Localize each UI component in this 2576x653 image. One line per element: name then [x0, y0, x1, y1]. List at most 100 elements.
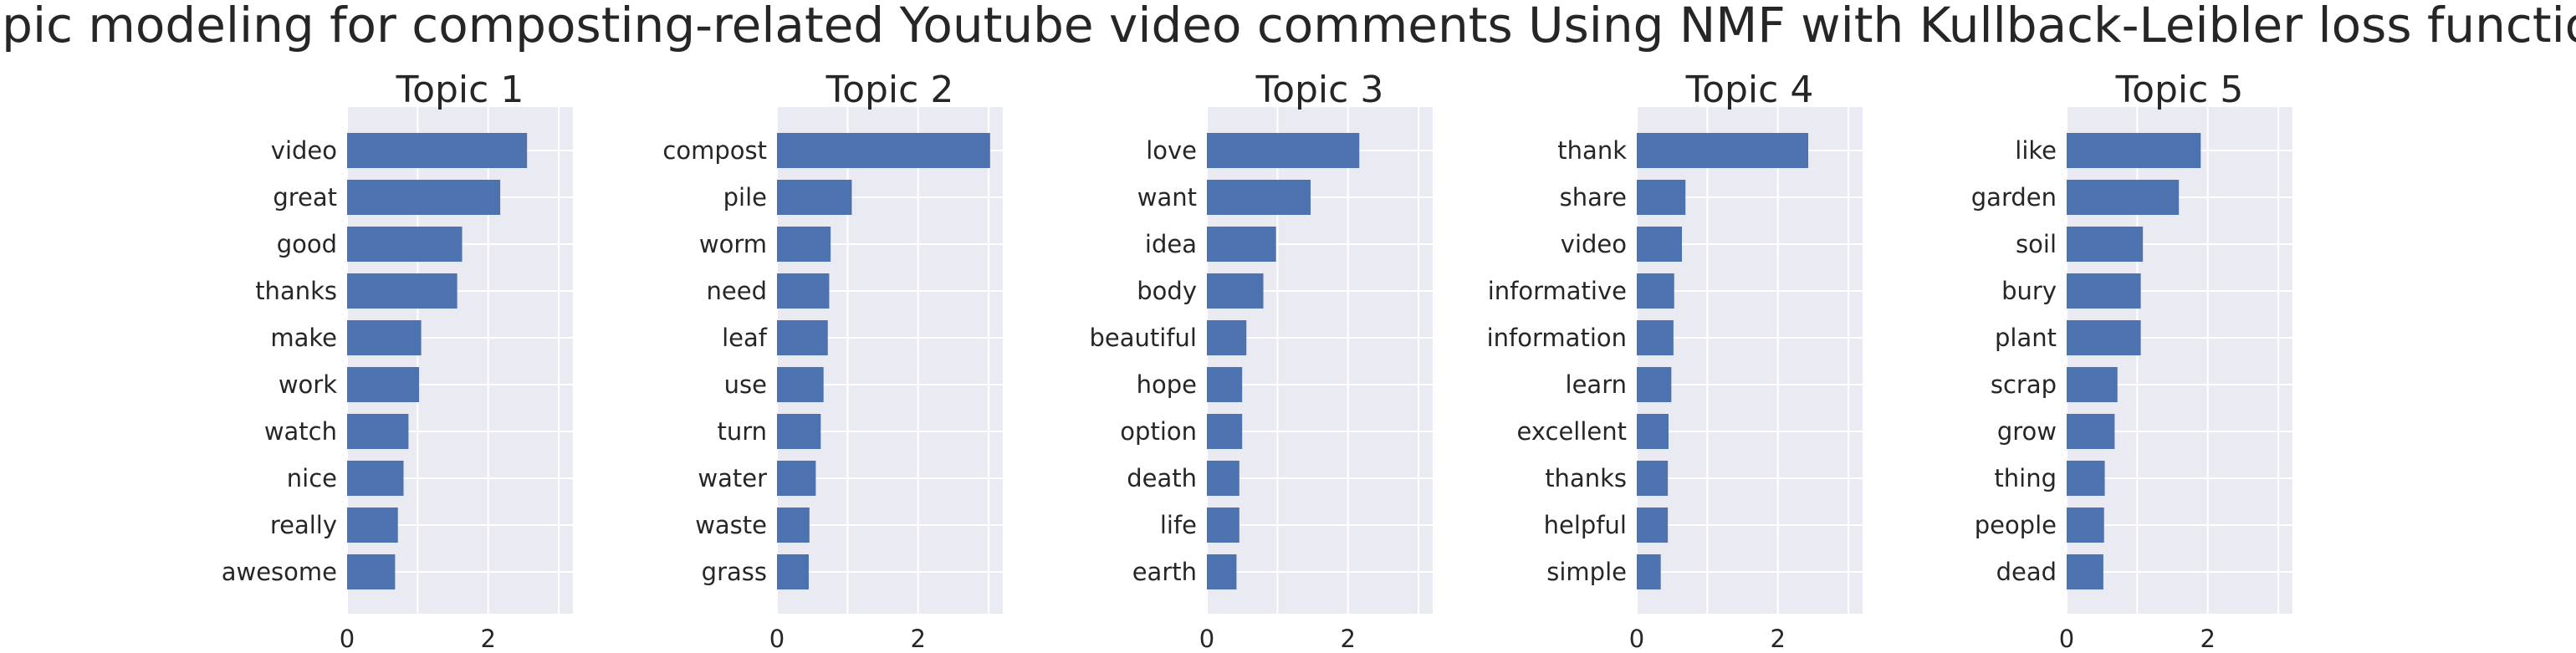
category-tick-label: water — [698, 464, 767, 492]
x-tick-label: 2 — [1771, 625, 1786, 653]
bar — [777, 554, 809, 589]
bar — [1207, 133, 1360, 168]
bar — [1207, 461, 1239, 496]
category-tick-label: thanks — [255, 277, 337, 305]
category-tick-label: awesome — [222, 558, 337, 586]
category-tick-label: nice — [287, 464, 337, 492]
bar — [1207, 508, 1239, 543]
bar — [777, 227, 831, 262]
bar — [1207, 367, 1243, 402]
bar — [777, 461, 816, 496]
bar — [1207, 180, 1311, 215]
bar — [2067, 414, 2115, 449]
bar — [1207, 414, 1243, 449]
category-tick-label: people — [1975, 511, 2057, 539]
bar — [347, 414, 409, 449]
bar — [347, 180, 501, 215]
category-tick-label: life — [1160, 511, 1197, 539]
category-tick-label: share — [1560, 183, 1627, 212]
bar — [1637, 508, 1669, 543]
category-tick-label: learn — [1566, 370, 1627, 399]
category-tick-label: thing — [1994, 464, 2057, 492]
bar — [777, 133, 990, 168]
category-tick-label: really — [270, 511, 337, 539]
category-tick-label: video — [1561, 230, 1627, 258]
topic-panel: thank share video informative information lea… — [1487, 69, 1863, 653]
category-tick-label: body — [1137, 277, 1197, 305]
category-tick-label: plant — [1995, 324, 2057, 352]
panel-title: Topic 5 — [2115, 69, 2244, 111]
category-tick-label: simple — [1546, 558, 1627, 586]
bar — [2067, 461, 2105, 496]
bar — [1637, 461, 1669, 496]
category-tick-label: make — [270, 324, 337, 352]
bar — [1637, 273, 1674, 309]
bar — [1207, 320, 1247, 355]
x-tick-label: 2 — [911, 625, 926, 653]
category-tick-label: watch — [264, 417, 337, 446]
x-tick-label: 0 — [1199, 625, 1214, 653]
bar — [1637, 554, 1661, 589]
bar — [2067, 554, 2103, 589]
category-tick-label: video — [271, 136, 337, 165]
category-tick-label: pile — [723, 183, 767, 212]
category-tick-label: want — [1137, 183, 1197, 212]
category-tick-label: worm — [699, 230, 767, 258]
bar — [777, 414, 821, 449]
bar — [1637, 320, 1674, 355]
category-tick-label: scrap — [1991, 370, 2057, 399]
bar — [347, 367, 420, 402]
bar — [347, 461, 404, 496]
category-tick-label: love — [1146, 136, 1197, 165]
category-tick-label: great — [273, 183, 337, 212]
topic-panel: compost pile worm need leaf use turn water waste… — [662, 69, 1003, 653]
topic-panel: love want idea body beautiful hope option death… — [1090, 69, 1433, 653]
bar — [2067, 180, 2180, 215]
category-tick-label: earth — [1132, 558, 1197, 586]
x-tick-label: 2 — [1341, 625, 1356, 653]
bar — [347, 554, 396, 589]
category-tick-label: information — [1487, 324, 1627, 352]
category-tick-label: beautiful — [1090, 324, 1197, 352]
bar — [2067, 367, 2118, 402]
category-tick-label: soil — [2016, 230, 2057, 258]
x-tick-label: 0 — [2059, 625, 2074, 653]
category-tick-label: excellent — [1517, 417, 1627, 446]
category-tick-label: turn — [717, 417, 767, 446]
bar — [1637, 414, 1669, 449]
bar — [1207, 554, 1237, 589]
bar — [2067, 508, 2104, 543]
category-tick-label: grass — [702, 558, 767, 586]
bar — [2067, 227, 2144, 262]
panel-title: Topic 1 — [396, 69, 524, 111]
category-tick-label: work — [279, 370, 337, 399]
figure-title: Topic modeling for composting-related Yo… — [0, 0, 2576, 54]
category-tick-label: death — [1127, 464, 1197, 492]
category-tick-label: bury — [2001, 277, 2057, 305]
bar — [1637, 227, 1682, 262]
x-tick-label: 2 — [481, 625, 496, 653]
bar — [347, 320, 422, 355]
category-tick-label: informative — [1488, 277, 1627, 305]
category-tick-label: helpful — [1544, 511, 1627, 539]
bar — [2067, 273, 2141, 309]
category-tick-label: idea — [1145, 230, 1197, 258]
category-tick-label: grow — [1997, 417, 2057, 446]
bar — [347, 227, 463, 262]
bar — [777, 320, 828, 355]
bar — [1637, 367, 1672, 402]
bar — [347, 508, 398, 543]
bar — [2067, 133, 2201, 168]
x-tick-label: 0 — [769, 625, 785, 653]
topic-panel: like garden soil bury plant scrap grow thing peo… — [1971, 69, 2292, 653]
category-tick-label: waste — [695, 511, 767, 539]
category-tick-label: hope — [1137, 370, 1197, 399]
topic-panel: video great good thanks make work watch nice rea… — [222, 69, 573, 653]
topic-panels: video great good thanks make work watch nice rea… — [222, 69, 2292, 653]
x-tick-label: 2 — [2200, 625, 2216, 653]
x-tick-label: 0 — [340, 625, 355, 653]
category-tick-label: like — [2015, 136, 2057, 165]
category-tick-label: dead — [1996, 558, 2057, 586]
panel-title: Topic 3 — [1255, 69, 1384, 111]
